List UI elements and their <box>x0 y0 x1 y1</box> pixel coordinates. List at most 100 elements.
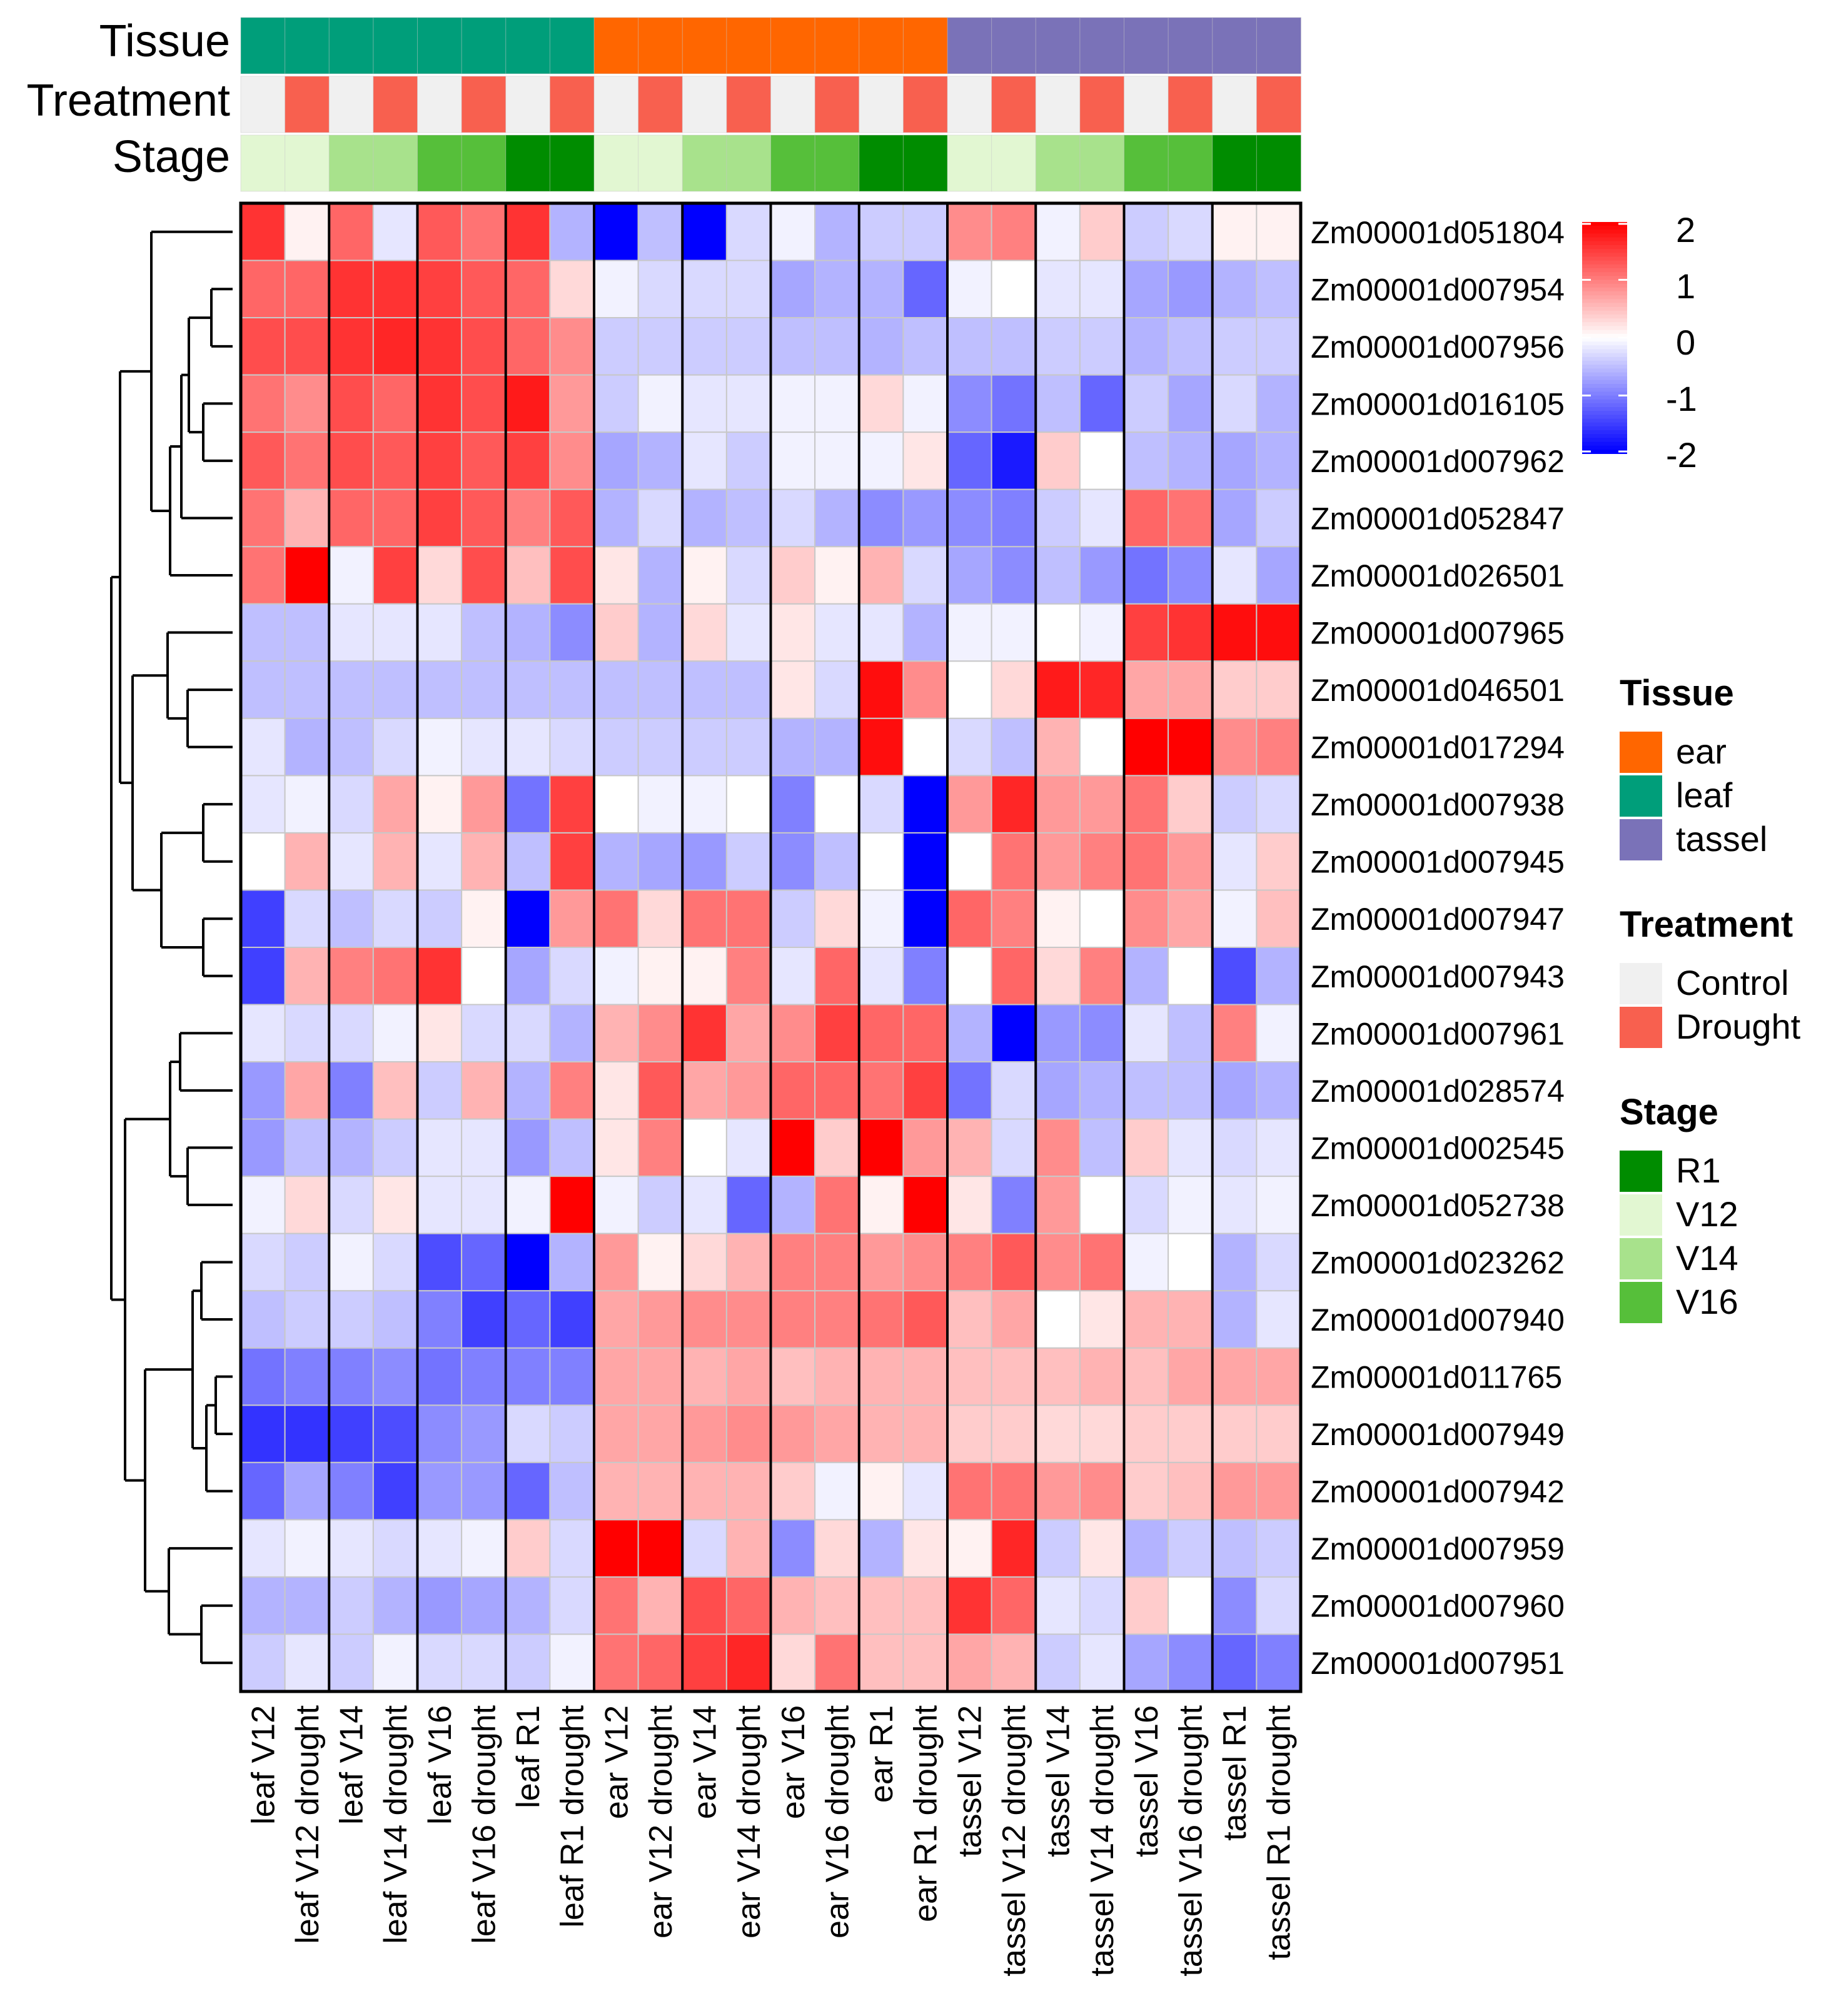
heatmap-cell <box>991 603 1037 662</box>
heatmap-cell <box>682 317 727 376</box>
heatmap-cell <box>770 603 816 662</box>
annotation-cell-tissue <box>373 17 418 74</box>
heatmap-cell <box>1123 1404 1169 1463</box>
heatmap-cell <box>240 1461 286 1521</box>
heatmap-cell <box>1168 546 1213 605</box>
heatmap-cell <box>1035 431 1081 490</box>
heatmap-cell <box>505 1633 551 1692</box>
heatmap-cell <box>1079 603 1125 662</box>
heatmap-cell <box>461 1176 507 1234</box>
heatmap-cell <box>1079 546 1125 605</box>
legend-swatch <box>1620 775 1662 817</box>
heatmap-cell <box>372 1118 418 1177</box>
annotation-cell-treatment <box>549 76 595 133</box>
heatmap-cell <box>637 1004 683 1063</box>
heatmap-cell <box>814 546 860 605</box>
heatmap-cell <box>858 260 904 319</box>
heatmap-cell <box>947 1633 992 1692</box>
heatmap-cell <box>725 1290 772 1349</box>
heatmap-cell <box>1211 260 1258 319</box>
heatmap-cell <box>1211 1461 1258 1521</box>
heatmap-cell <box>858 546 904 605</box>
heatmap-cell <box>637 1176 683 1234</box>
heatmap-cell <box>593 260 639 319</box>
heatmap-cell <box>770 1232 816 1292</box>
heatmap-cell <box>328 775 374 834</box>
heatmap-cell <box>593 1232 639 1292</box>
heatmap-cell <box>947 1004 992 1063</box>
scale-gradient-step <box>1582 287 1627 292</box>
heatmap-cell <box>1035 1061 1081 1120</box>
heatmap-cell <box>1035 1118 1081 1177</box>
annotation-cell-tissue <box>682 17 727 74</box>
heatmap-cell <box>770 1347 816 1406</box>
heatmap-cell <box>1123 374 1169 433</box>
heatmap-cell <box>1035 1004 1081 1063</box>
heatmap-cell <box>725 1404 772 1463</box>
heatmap-cell <box>682 260 727 319</box>
heatmap-cell <box>461 1061 507 1120</box>
row-label: Zm00001d007951 <box>1311 1646 1565 1681</box>
heatmap-cell <box>1256 1118 1301 1177</box>
legend-title: Treatment <box>1620 904 1793 945</box>
scale-gradient-step <box>1582 434 1627 439</box>
column-labels: leaf V12 leaf V12 drought leaf V14 leaf V14… <box>245 1705 1297 1976</box>
scale-gradient-step <box>1582 333 1627 338</box>
column-label: leaf V16 drought <box>466 1705 502 1943</box>
annotation-cell-treatment <box>505 76 551 133</box>
heatmap-cell <box>593 488 639 548</box>
heatmap-cell <box>284 1404 330 1463</box>
heatmap-cell <box>505 1118 551 1177</box>
annotation-cell-stage <box>1168 134 1213 192</box>
heatmap-cell <box>328 1290 374 1349</box>
heatmap-cell <box>505 203 551 261</box>
heatmap-cell <box>549 1061 595 1120</box>
heatmap-cell <box>725 260 772 319</box>
heatmap-cell <box>902 260 948 319</box>
column-label: tassel R1 drought <box>1261 1705 1298 1960</box>
heatmap-cell <box>284 775 330 834</box>
heatmap-cell <box>1211 1176 1258 1234</box>
scale-gradient-step <box>1582 349 1627 354</box>
heatmap-cell <box>461 1118 507 1177</box>
heatmap-cell <box>947 947 992 1005</box>
heatmap-cell <box>1123 260 1169 319</box>
heatmap-cell <box>1035 1347 1081 1406</box>
heatmap-cell <box>1079 1461 1125 1521</box>
color-scale <box>1582 222 1627 454</box>
scale-gradient-step <box>1582 365 1627 370</box>
column-label: ear R1 drought <box>908 1705 944 1922</box>
heatmap-cell <box>1168 203 1213 261</box>
heatmap-cell <box>1211 947 1258 1005</box>
heatmap-cell <box>416 717 463 777</box>
heatmap-cell <box>902 775 948 834</box>
heatmap-cell <box>1123 1347 1169 1406</box>
heatmap-cell <box>284 660 330 719</box>
heatmap-cell <box>1079 431 1125 490</box>
heatmap-cell <box>1168 1404 1213 1463</box>
heatmap-cell <box>814 1061 860 1120</box>
heatmap-cell <box>1079 775 1125 834</box>
heatmap-cell <box>1256 1004 1301 1063</box>
heatmap-cell <box>1079 1404 1125 1463</box>
annotation-cell-stage <box>638 134 683 192</box>
heatmap-cell <box>682 1633 727 1692</box>
heatmap-cell <box>1079 1519 1125 1578</box>
heatmap-cell <box>284 1004 330 1063</box>
scale-gradient-step <box>1582 310 1627 315</box>
annotation-cell-treatment <box>328 76 374 133</box>
heatmap-cell <box>240 832 286 891</box>
row-label: Zm00001d007954 <box>1311 272 1565 307</box>
heatmap-cell <box>858 1461 904 1521</box>
heatmap-cell <box>328 1118 374 1177</box>
heatmap-cell <box>328 660 374 719</box>
heatmap-cell <box>416 1232 463 1292</box>
heatmap-cell <box>328 889 374 949</box>
scale-gradient-step <box>1582 318 1627 323</box>
heatmap-cell <box>240 260 286 319</box>
scale-tick-label: 1 <box>1676 266 1696 306</box>
legend-treatment: Treatment Control Drought <box>1620 904 1800 1048</box>
heatmap-cell <box>947 431 992 490</box>
legend-label: Control <box>1676 963 1789 1002</box>
